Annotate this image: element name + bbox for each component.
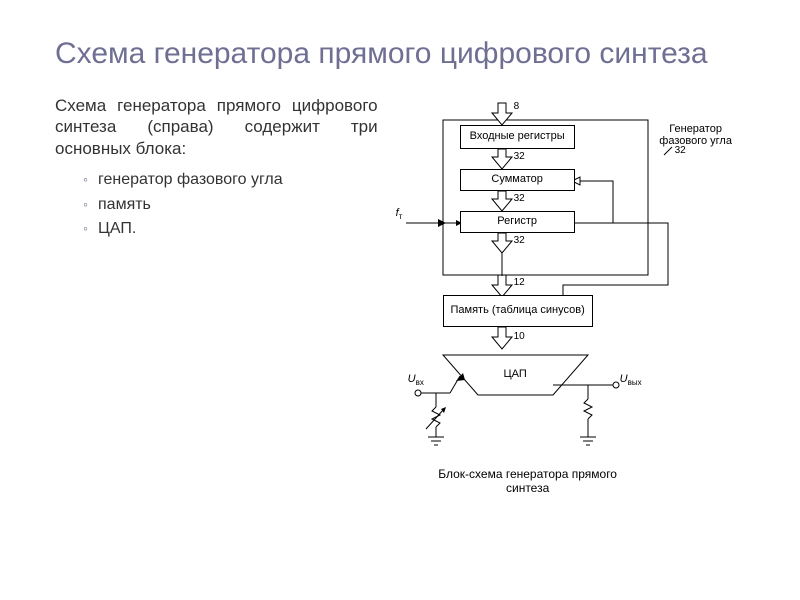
- bullet-item: генератор фазового угла: [83, 170, 378, 191]
- bus-width-32a: 32: [514, 151, 525, 162]
- signal-uin: Uвх: [408, 373, 424, 387]
- block-memory: Память (таблица синусов): [443, 295, 593, 327]
- block-register: Регистр: [460, 211, 575, 233]
- signal-uout: Uвых: [620, 373, 642, 387]
- slide-title: Схема генератора прямого цифрового синте…: [55, 35, 745, 73]
- bus-width-32b: 32: [514, 193, 525, 204]
- block-input-registers: Входные регистры: [460, 125, 575, 149]
- bus-width-dac: 10: [514, 331, 525, 342]
- intro-paragraph: Схема генератора прямого цифрового синте…: [55, 95, 378, 160]
- signal-clock: fт: [396, 207, 403, 221]
- content-row: Схема генератора прямого цифрового синте…: [55, 95, 745, 515]
- block-adder: Сумматор: [460, 169, 575, 191]
- bullet-item: ЦАП.: [83, 219, 378, 240]
- block-dac: ЦАП: [493, 365, 538, 385]
- diagram-caption: Блок-схема генератора прямого синтеза: [428, 467, 628, 495]
- bus-width-top: 8: [514, 101, 520, 112]
- bus-width-mem: 12: [514, 277, 525, 288]
- bullet-item: память: [83, 195, 378, 216]
- block-diagram: Входные регистры Сумматор Регистр Память…: [388, 95, 745, 515]
- bullet-list: генератор фазового угла память ЦАП.: [55, 170, 378, 240]
- bus-width-right: 32: [675, 145, 686, 156]
- label-phase-generator: Генератор фазового угла: [651, 123, 741, 147]
- bus-width-32c: 32: [514, 235, 525, 246]
- text-column: Схема генератора прямого цифрового синте…: [55, 95, 388, 515]
